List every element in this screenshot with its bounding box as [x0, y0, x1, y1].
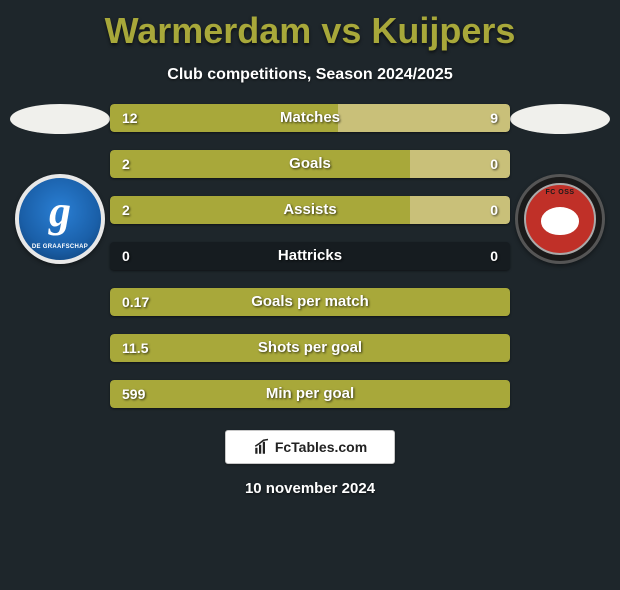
comparison-panel: 12Matches92Goals02Assists00Hattricks00.1…: [0, 104, 620, 408]
stat-bar-row: 2Goals0: [110, 150, 510, 178]
stat-bar-right-value: 0: [490, 150, 498, 178]
stat-bar-right-value: 0: [490, 242, 498, 270]
stat-bar-label: Shots per goal: [110, 334, 510, 362]
stat-bar-label: Matches: [110, 104, 510, 132]
team-right-badge-inner: [524, 183, 596, 255]
stat-bar-label: Hattricks: [110, 242, 510, 270]
stat-bars-list: 12Matches92Goals02Assists00Hattricks00.1…: [110, 104, 510, 408]
date-label: 10 november 2024: [0, 480, 620, 497]
stat-bar-row: 12Matches9: [110, 104, 510, 132]
stat-bar-row: 2Assists0: [110, 196, 510, 224]
team-right-column: [500, 104, 620, 264]
player-left-avatar: [10, 104, 110, 134]
stat-bar-label: Min per goal: [110, 380, 510, 408]
stat-bar-label: Assists: [110, 196, 510, 224]
brand-badge[interactable]: FcTables.com: [225, 430, 395, 464]
stat-bar-row: 0Hattricks0: [110, 242, 510, 270]
stat-bar-row: 0.17Goals per match: [110, 288, 510, 316]
team-left-badge: [15, 174, 105, 264]
stat-bar-row: 11.5Shots per goal: [110, 334, 510, 362]
page-subtitle: Club competitions, Season 2024/2025: [0, 66, 620, 84]
stat-bar-right-value: 9: [490, 104, 498, 132]
team-left-column: [0, 104, 120, 264]
player-right-avatar: [510, 104, 610, 134]
page-title: Warmerdam vs Kuijpers: [0, 10, 620, 52]
stat-bar-label: Goals: [110, 150, 510, 178]
stat-bar-row: 599Min per goal: [110, 380, 510, 408]
team-right-badge: [515, 174, 605, 264]
brand-label: FcTables.com: [275, 439, 367, 455]
chart-icon: [253, 438, 271, 456]
stat-bar-right-value: 0: [490, 196, 498, 224]
stat-bar-label: Goals per match: [110, 288, 510, 316]
